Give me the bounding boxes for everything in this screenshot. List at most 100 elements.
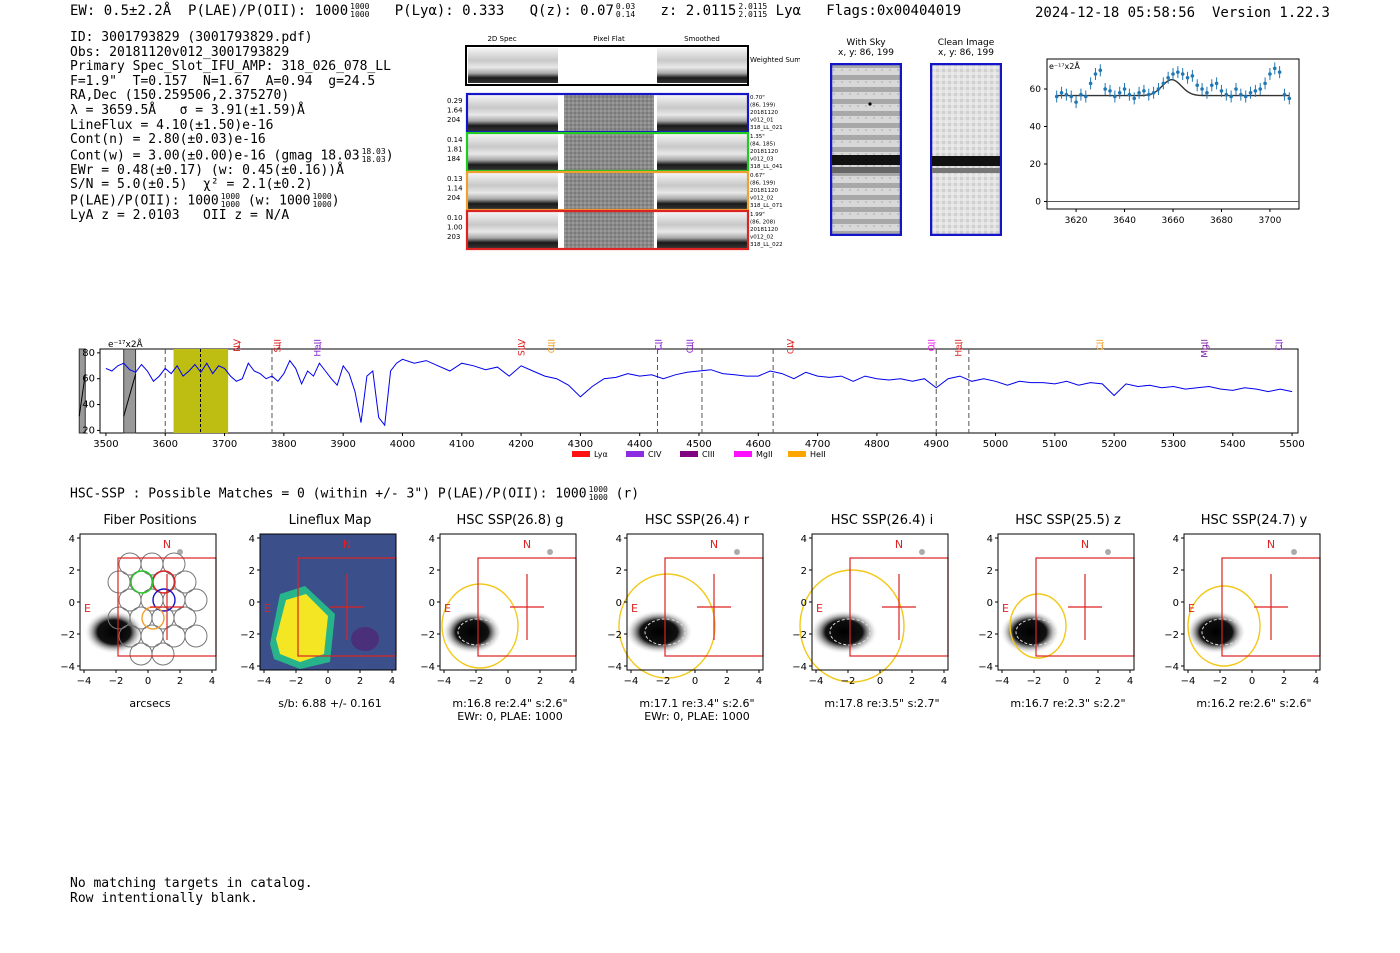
zoom-point (1195, 83, 1200, 88)
with-sky-title: With Sky x, y: 86, 199 (838, 38, 894, 58)
masked-band (78, 348, 86, 434)
full-xtick-label: 4200 (508, 439, 533, 450)
panel-ytick-label: 2 (987, 566, 993, 577)
zoom-point (1156, 87, 1161, 91)
fiber-circle (184, 588, 208, 612)
clean-image-title: Clean Image x, y: 86, 199 (937, 38, 995, 58)
panel-xtick-label: −4 (809, 676, 824, 687)
zoom-xtick-label: 3640 (1113, 216, 1136, 226)
line-label-brace: { (790, 341, 795, 350)
panel-ytick-label: 2 (801, 566, 807, 577)
zoom-ytick-label: 60 (1030, 85, 1042, 95)
panel-ytick-label: −2 (792, 630, 807, 641)
spec-row-smoothed (657, 134, 747, 170)
hsc-header: HSC-SSP : Possible Matches = 0 (within +… (70, 486, 639, 502)
line-label: CIV (786, 338, 796, 354)
line-label-brace: { (522, 341, 527, 350)
spec-row-smoothed (657, 95, 747, 131)
line-label: HeII (314, 339, 324, 357)
zoom-point (1234, 87, 1238, 91)
legend-label: HeII (810, 450, 826, 459)
spec-row-right-label: 20181120 (750, 110, 778, 116)
full-ytick-label: 20 (82, 425, 95, 436)
spec-row-left-label: 0.29 (447, 97, 463, 105)
panel-xtick-label: −2 (289, 676, 304, 687)
info-ewr: EWr = 0.48(±0.17) (w: 0.45(±0.16))Å (70, 162, 344, 178)
spec-row-left-label: 203 (447, 233, 460, 241)
fiber-circle (162, 552, 186, 576)
flags-value: Flags:0x00404019 (826, 3, 962, 19)
panel-ytick-label: 4 (616, 534, 622, 545)
panel-ytick-label: 4 (987, 534, 993, 545)
timestamp: 2024-12-18 05:58:56 (1034, 5, 1196, 21)
spec-row-right-label: 0.67" (750, 173, 765, 179)
info-primary: Primary Spec_Slot_IFU_AMP: 318_026_078_L… (70, 59, 391, 75)
panel-xtick-label: 4 (1127, 676, 1133, 687)
line-label-brace: { (318, 341, 323, 350)
zoom-point (1079, 92, 1083, 97)
panel-ytick-label: −2 (60, 630, 75, 641)
z-fraction: 2.0115 2.0115 (738, 2, 768, 19)
zoom-point (1277, 70, 1282, 74)
panel-xtick-label: −2 (109, 676, 124, 687)
zoom-point (1224, 92, 1229, 97)
panel-ytick-label: 4 (801, 534, 807, 545)
legend-label: CIII (702, 450, 715, 459)
spec-row-2dspec (468, 173, 558, 209)
zoom-point (1127, 92, 1132, 97)
spec-row-left-label: 204 (447, 194, 461, 202)
panel-xtick-label: −2 (1027, 676, 1042, 687)
spec-row-left-label: 0.10 (447, 214, 463, 222)
spec-row-right-label: 20181120 (750, 188, 778, 194)
legend-swatch (734, 451, 752, 457)
info-obs: Obs: 20181120v012_3001793829 (70, 44, 290, 60)
info-lambda: λ = 3659.5Å σ = 3.91(±1.59)Å (70, 102, 305, 118)
header-summary: EW: 0.5±2.2Å P(LAE)/P(OII): 1000 1000 1000… (70, 2, 962, 20)
panel-caption: m:16.8 re:2.4" s:2.6" (452, 697, 568, 710)
zoom-spectrum-chart: 3620 3640 3660 3680 3700 0 20 40 60 e⁻¹⁷x2Å (1030, 58, 1300, 226)
panel-caption: s/b: 6.88 +/- 0.161 (278, 697, 382, 710)
north-label: N (1267, 538, 1275, 551)
spec-row-left-label: 1.64 (447, 107, 463, 115)
full-xtick-label: 4100 (449, 439, 474, 450)
zoom-xtick-label: 3680 (1210, 216, 1233, 226)
spec-row-right-label: (86, 199) (750, 181, 775, 187)
panel-xtick-label: 0 (325, 676, 331, 687)
fiber-circle-blue (152, 588, 176, 612)
zoom-point (1098, 68, 1103, 73)
line-label: CII (1275, 339, 1285, 351)
legend-swatch (626, 451, 644, 457)
panel-xtick-label: 0 (1249, 676, 1255, 687)
line-label-brace: { (659, 341, 664, 350)
panel-xtick-label: 0 (505, 676, 511, 687)
galaxy-source (810, 610, 878, 654)
zoom-point (1219, 89, 1224, 93)
spec-row-left-label: 0.13 (447, 175, 463, 183)
panel-xtick-label: −4 (624, 676, 639, 687)
panel-ytick-label: 4 (1173, 534, 1179, 545)
spec-row-left-label: 1.81 (447, 146, 463, 154)
spec-row-left-label: 184 (447, 155, 461, 163)
zoom-point (1117, 90, 1122, 95)
line-label: CIII (686, 339, 696, 353)
panel-title: Lineflux Map (288, 513, 372, 528)
panel-title: HSC SSP(24.7) y (1200, 513, 1308, 528)
zoom-point (1171, 72, 1175, 76)
with-sky-cutout (830, 63, 902, 236)
full-spectrum-chart: 3500 3600 3700 3800 3900 4000 4100 4200 4300 4400… (78, 338, 1305, 459)
galaxy-source (1186, 610, 1246, 654)
panel-ytick-label: 0 (616, 598, 622, 609)
line-label: SiIV (518, 338, 528, 356)
zoom-point (1103, 87, 1107, 91)
full-xtick-label: 5300 (1161, 439, 1186, 450)
zoom-point (1209, 83, 1214, 88)
panel-xtick-label: 0 (877, 676, 883, 687)
zoom-point (1161, 81, 1166, 86)
zoom-point (1151, 90, 1156, 95)
zoom-point (1142, 89, 1146, 93)
panel-ytick-label: 0 (429, 598, 435, 609)
panel-ytick-label: 0 (1173, 598, 1179, 609)
spec-row-right-label: (86, 199) (750, 103, 775, 109)
spec-row-right-label: (86, 208) (750, 220, 775, 226)
panel-xtick-label: 0 (145, 676, 151, 687)
